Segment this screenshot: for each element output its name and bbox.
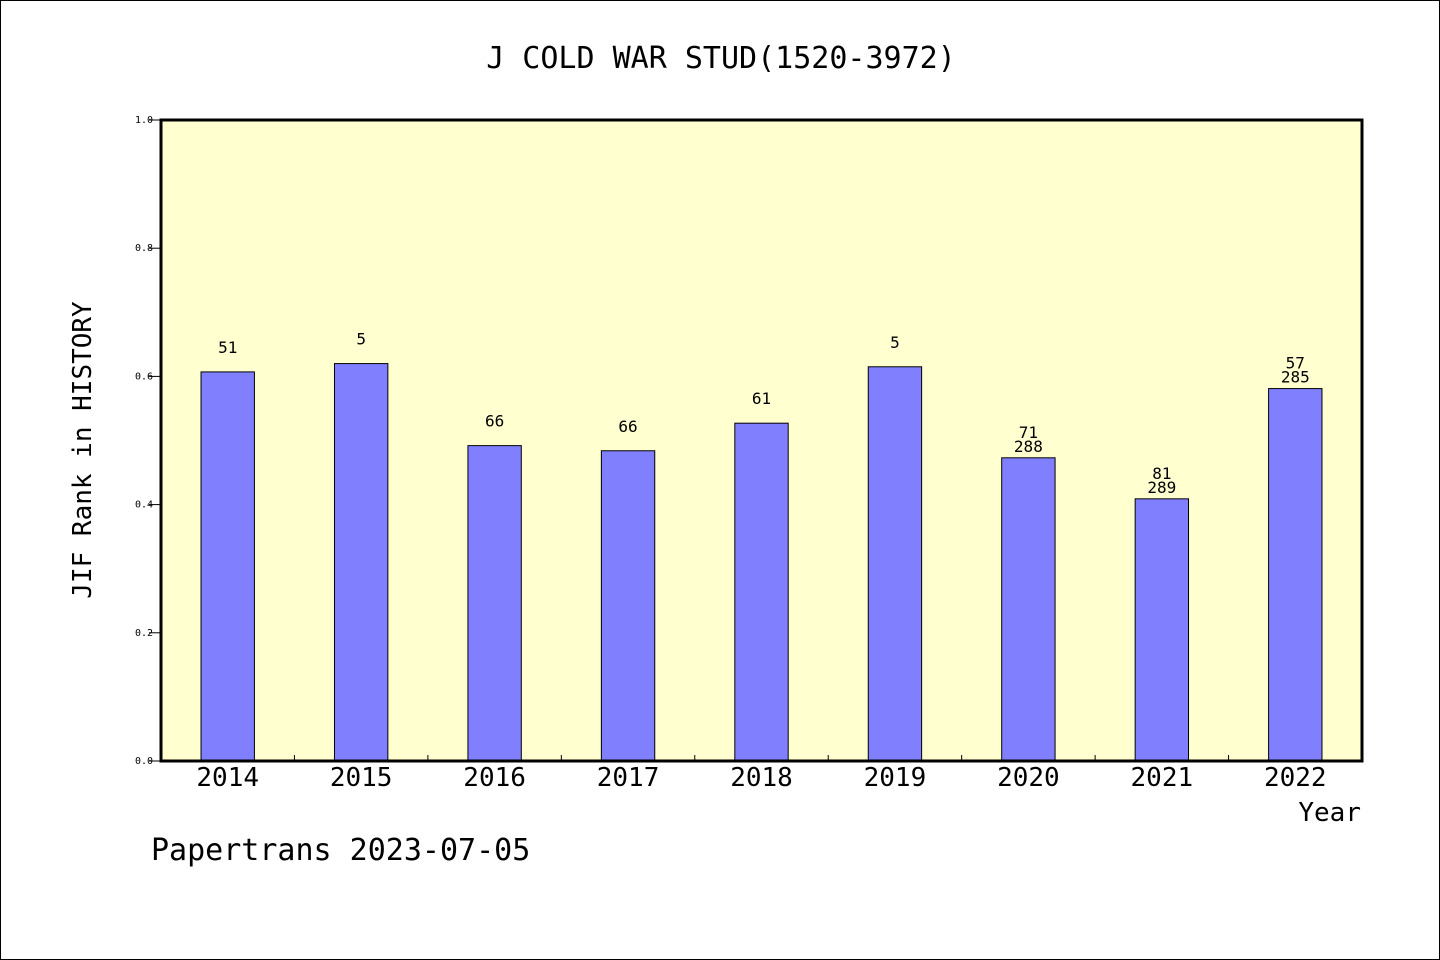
y-axis-label: JIF Rank in HISTORY xyxy=(68,301,98,599)
x-axis: 2014 2015 2016 2017 2018 2019 2020 2021 2022 xyxy=(196,755,1327,793)
bar-2018 xyxy=(734,422,789,762)
x-tick-label-2015: 2015 xyxy=(330,763,393,793)
x-axis-label: Year xyxy=(1298,798,1361,828)
x-tick-label-2017: 2017 xyxy=(597,763,660,793)
x-tick-label-2020: 2020 xyxy=(997,763,1060,793)
bar-2016 xyxy=(467,445,522,762)
x-tick-label-2014: 2014 xyxy=(196,763,259,793)
bar-label-2015-1: 5 xyxy=(356,330,366,349)
footer-note: Papertrans 2023-07-05 xyxy=(151,833,531,868)
x-tick-label-2021: 2021 xyxy=(1131,763,1194,793)
bar-2021 xyxy=(1134,498,1190,762)
y-axis: 0.0 0.2 0.4 0.6 0.8 1.0 xyxy=(135,115,161,767)
bar-label-2022-1: 57 xyxy=(1286,354,1305,373)
bar-label-2022-2: 285 xyxy=(1281,368,1310,387)
bar-label-2019-1: 5 xyxy=(890,333,900,352)
chart-title: J COLD WAR STUD(1520-3972) xyxy=(486,41,956,76)
bar-2022 xyxy=(1268,388,1323,762)
bar-2019 xyxy=(867,366,923,762)
bar-label-2020-1: 71 xyxy=(1019,423,1038,442)
bars-group xyxy=(200,363,1323,762)
bar-2015 xyxy=(333,363,389,762)
y-tick-label-2: 0.4 xyxy=(135,500,153,511)
y-tick-label-0: 0.0 xyxy=(135,756,153,767)
y-tick-label-1: 0.2 xyxy=(135,628,153,639)
x-tick-label-2018: 2018 xyxy=(730,763,793,793)
bar-label-2021-2: 289 xyxy=(1147,478,1176,497)
bar-2020 xyxy=(1001,457,1056,762)
y-tick-label-5: 1.0 xyxy=(135,115,153,126)
bar-label-2016-1: 66 xyxy=(485,412,504,431)
y-tick-label-4: 0.8 xyxy=(135,243,153,254)
bar-label-2018-1: 61 xyxy=(752,389,771,408)
plot-border xyxy=(159,118,1364,763)
bar-label-2014-1: 51 xyxy=(218,338,237,357)
x-tick-label-2022: 2022 xyxy=(1264,763,1327,793)
bar-label-2021-1: 81 xyxy=(1152,464,1171,483)
x-tick-label-2019: 2019 xyxy=(864,763,927,793)
bar-2017 xyxy=(600,450,656,762)
x-tick-label-2016: 2016 xyxy=(463,763,526,793)
y-tick-label-3: 0.6 xyxy=(135,371,153,382)
bar-2014 xyxy=(200,371,255,762)
bar-label-2017-1: 66 xyxy=(618,417,637,436)
bar-label-2020-2: 288 xyxy=(1014,437,1043,456)
